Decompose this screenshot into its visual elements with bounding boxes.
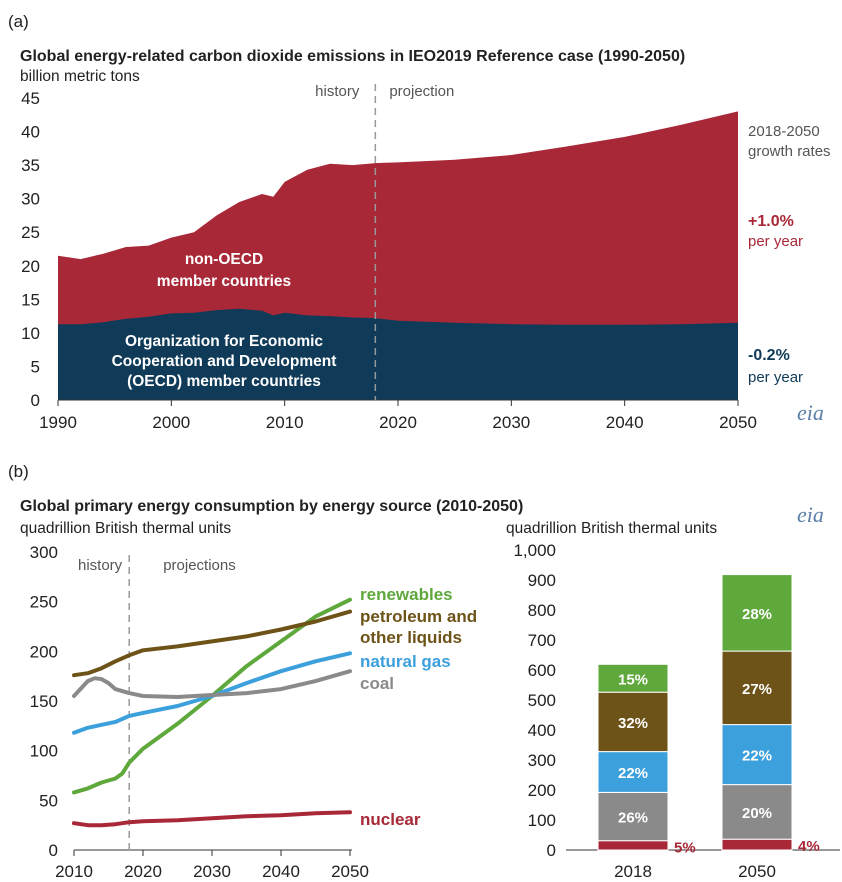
y-tick-label-a: 35: [21, 156, 40, 175]
bar-segment-natural-gas: [597, 751, 669, 793]
area-oecd: [58, 308, 738, 400]
bar-label-nuclear: 4%: [798, 838, 820, 855]
series-label-petroleum-and-other-liquids: other liquids: [360, 628, 462, 647]
growth-rates-header: 2018-2050: [748, 123, 820, 140]
line-petroleum-and-other-liquids: [72, 609, 352, 678]
bar-label-natural-gas: 22%: [618, 765, 648, 782]
series-label-coal: coal: [360, 674, 394, 693]
bar-label-renewables: 15%: [618, 671, 648, 688]
y-tick-label-c: 800: [528, 601, 556, 620]
x-tick-label-b: 2010: [55, 862, 93, 881]
projection-label-b: projections: [163, 557, 236, 574]
bar-label-nuclear: 5%: [674, 840, 696, 857]
bar-label-petroleum-and-other-liquids: 32%: [618, 715, 648, 732]
projection-label-a: projection: [389, 83, 454, 100]
y-tick-label-c: 100: [528, 811, 556, 830]
y-tick-label-b: 300: [30, 543, 58, 562]
non-oecd-growth-unit: per year: [748, 233, 803, 250]
series-label-nuclear: nuclear: [360, 810, 421, 829]
bar-segment-renewables: [597, 663, 669, 693]
y-tick-label-c: 0: [547, 841, 556, 860]
oecd-label: Cooperation and Development: [112, 353, 337, 370]
y-tick-label-b: 0: [49, 841, 58, 860]
y-tick-label-c: 900: [528, 571, 556, 590]
x-tick-label-a: 2030: [492, 413, 530, 432]
y-tick-label-b: 100: [30, 742, 58, 761]
y-tick-label-b: 200: [30, 642, 58, 661]
bar-label-coal: 26%: [618, 810, 648, 827]
chart-a-title: Global energy-related carbon dioxide emi…: [20, 48, 686, 65]
series-label-natural-gas: natural gas: [360, 652, 451, 671]
line-nuclear: [72, 810, 352, 828]
chart-c-ylabel: quadrillion British thermal units: [506, 520, 718, 537]
bar-segment-natural-gas: [721, 724, 793, 786]
y-tick-label-c: 500: [528, 691, 556, 710]
non-oecd-label: non-OECD: [185, 251, 263, 268]
line-coal: [72, 669, 352, 699]
x-tick-label-b: 2020: [124, 862, 162, 881]
y-tick-label-a: 30: [21, 190, 40, 209]
panel-label-a: (a): [8, 12, 29, 31]
x-tick-label-b: 2030: [193, 862, 231, 881]
x-tick-label-b: 2040: [262, 862, 300, 881]
x-tick-label-a: 2010: [266, 413, 304, 432]
x-tick-label-a: 2040: [606, 413, 644, 432]
y-tick-label-a: 20: [21, 257, 40, 276]
y-tick-label-a: 0: [31, 391, 40, 410]
y-tick-label-c: 600: [528, 661, 556, 680]
x-tick-label-a: 2020: [379, 413, 417, 432]
x-tick-label-a: 2000: [152, 413, 190, 432]
y-tick-label-c: 300: [528, 751, 556, 770]
y-tick-label-a: 10: [21, 324, 40, 343]
y-tick-label-a: 25: [21, 223, 40, 242]
series-label-renewables: renewables: [360, 585, 453, 604]
y-tick-label-a: 15: [21, 290, 40, 309]
bar-segment-coal: [721, 784, 793, 840]
x-tick-label-c: 2018: [614, 862, 652, 881]
bar-label-renewables: 28%: [742, 606, 772, 623]
x-tick-label-b: 2050: [331, 862, 369, 881]
y-tick-label-a: 40: [21, 123, 40, 142]
oecd-growth-unit: per year: [748, 369, 803, 386]
bar-label-coal: 20%: [742, 805, 772, 822]
x-tick-label-a: 2050: [719, 413, 757, 432]
history-label-a: history: [315, 83, 360, 100]
y-tick-label-b: 150: [30, 692, 58, 711]
y-tick-label-c: 200: [528, 781, 556, 800]
bar-segment-petroleum-and-other-liquids: [721, 650, 793, 726]
eia-logo-b: eia: [797, 502, 824, 527]
y-tick-label-b: 50: [39, 791, 58, 810]
y-tick-label-c: 700: [528, 631, 556, 650]
y-tick-label-a: 5: [31, 357, 40, 376]
bar-segment-renewables: [721, 574, 793, 652]
bar-label-natural-gas: 22%: [742, 748, 772, 765]
eia-logo-a: eia: [797, 400, 824, 425]
chart-b-title: Global primary energy consumption by ene…: [20, 498, 524, 515]
x-tick-label-c: 2050: [738, 862, 776, 881]
y-tick-label-c: 1,000: [513, 541, 556, 560]
bar-segment-coal: [597, 791, 669, 842]
oecd-growth-value: -0.2%: [748, 347, 790, 364]
x-tick-label-a: 1990: [39, 413, 77, 432]
oecd-label: (OECD) member countries: [127, 373, 321, 390]
growth-rates-header: growth rates: [748, 143, 831, 160]
history-label-b: history: [78, 557, 123, 574]
non-oecd-label: member countries: [157, 273, 291, 290]
oecd-label: Organization for Economic: [125, 333, 323, 350]
bar-segment-nuclear: [721, 838, 793, 851]
y-tick-label-c: 400: [528, 721, 556, 740]
bar-label-petroleum-and-other-liquids: 27%: [742, 681, 772, 698]
line-renewables: [72, 597, 352, 795]
panel-label-b: (b): [8, 462, 29, 481]
bar-segment-nuclear: [597, 840, 669, 851]
series-label-petroleum-and-other-liquids: petroleum and: [360, 607, 477, 626]
line-natural-gas: [72, 651, 352, 735]
non-oecd-growth-value: +1.0%: [748, 213, 794, 230]
bar-segment-petroleum-and-other-liquids: [597, 691, 669, 753]
y-tick-label-a: 45: [21, 89, 40, 108]
chart-b-ylabel: quadrillion British thermal units: [20, 520, 232, 537]
chart-a-ylabel: billion metric tons: [20, 68, 140, 85]
y-tick-label-b: 250: [30, 593, 58, 612]
